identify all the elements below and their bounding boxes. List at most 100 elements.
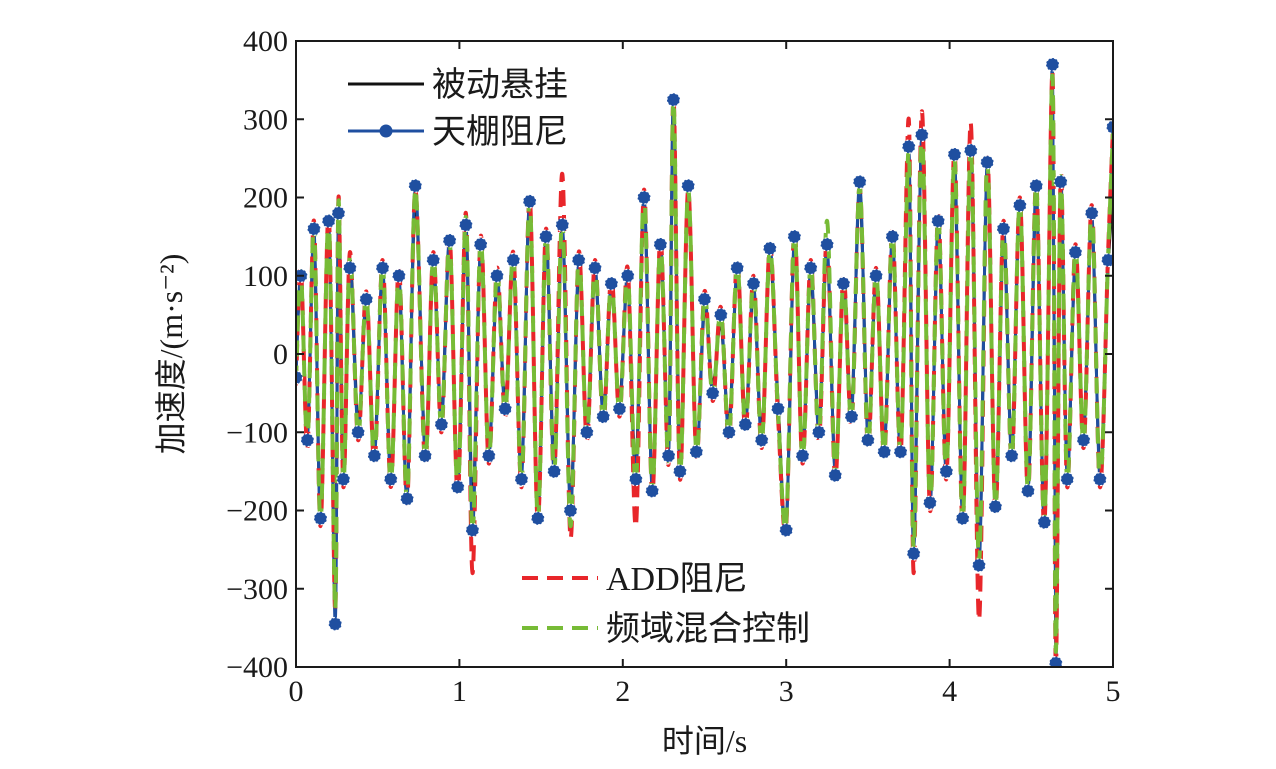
skyhook-marker <box>506 253 521 268</box>
skyhook-marker <box>868 268 884 283</box>
skyhook-marker <box>1100 253 1113 268</box>
skyhook-marker <box>408 178 423 193</box>
skyhook-marker <box>1053 174 1068 189</box>
skyhook-marker <box>980 155 995 170</box>
y-tick-label: −300 <box>226 573 288 606</box>
y-tick-label: −200 <box>226 495 288 528</box>
skyhook-marker <box>350 425 366 440</box>
skyhook-marker <box>931 213 946 229</box>
skyhook-marker <box>893 444 908 459</box>
skyhook-marker <box>906 546 921 561</box>
skyhook-marker <box>563 503 578 518</box>
skyhook-marker <box>860 432 876 448</box>
skyhook-marker <box>465 522 480 538</box>
skyhook-marker <box>481 448 496 463</box>
skyhook-marker <box>661 448 676 463</box>
skyhook-marker <box>547 464 562 479</box>
skyhook-marker <box>1084 206 1099 221</box>
skyhook-marker <box>514 472 529 487</box>
x-tick-label: 1 <box>452 675 467 708</box>
skyhook-marker <box>587 260 603 276</box>
y-tick-label: 100 <box>243 260 288 293</box>
x-tick-label: 2 <box>615 675 630 708</box>
y-tick-label: −100 <box>226 416 288 449</box>
skyhook-marker <box>1020 483 1036 499</box>
legend-entry: 天棚阻尼 <box>348 113 568 151</box>
legend-label: 天棚阻尼 <box>432 113 568 151</box>
skyhook-marker <box>844 409 859 424</box>
skyhook-marker <box>400 491 415 506</box>
skyhook-marker <box>914 127 929 142</box>
x-tick-label: 3 <box>779 675 794 708</box>
skyhook-marker <box>689 444 704 459</box>
marker-layer <box>296 57 1113 667</box>
skyhook-marker <box>328 616 343 632</box>
y-tick-label: 300 <box>243 103 288 136</box>
skyhook-marker <box>697 292 712 307</box>
skyhook-marker <box>367 448 382 463</box>
skyhook-marker <box>1029 178 1044 193</box>
skyhook-marker <box>730 260 745 276</box>
skyhook-marker <box>645 483 660 499</box>
skyhook-marker <box>754 432 769 448</box>
skyhook-marker <box>450 479 465 495</box>
skyhook-marker <box>1004 448 1019 463</box>
skyhook-marker <box>746 276 761 291</box>
skyhook-marker <box>628 472 643 487</box>
skyhook-marker <box>426 253 441 268</box>
skyhook-marker <box>1068 245 1083 260</box>
legend-label: 频域混合控制 <box>606 610 810 648</box>
skyhook-marker <box>331 206 346 221</box>
legend-label: 被动悬挂 <box>432 66 568 104</box>
skyhook-marker <box>795 448 810 463</box>
skyhook-marker <box>620 268 635 283</box>
skyhook-marker <box>555 217 570 232</box>
skyhook-marker <box>1076 432 1091 448</box>
skyhook-marker <box>522 194 537 209</box>
skyhook-marker <box>571 253 586 268</box>
y-tick-label: −400 <box>226 651 288 684</box>
skyhook-marker <box>901 139 916 154</box>
skyhook-marker <box>473 237 488 252</box>
skyhook-marker <box>738 417 753 432</box>
y-axis-label: 加速度/(m·s⁻²) <box>153 254 189 455</box>
skyhook-marker <box>417 448 433 463</box>
skyhook-marker <box>947 147 962 162</box>
skyhook-marker <box>963 143 978 158</box>
skyhook-marker <box>498 401 513 416</box>
skyhook-marker <box>375 260 390 276</box>
skyhook-marker <box>313 511 328 526</box>
skyhook-marker <box>530 511 545 526</box>
skyhook-marker <box>1060 472 1075 487</box>
skyhook-marker <box>458 217 474 232</box>
skyhook-marker <box>321 213 336 229</box>
skyhook-marker <box>762 241 777 256</box>
skyhook-marker <box>1037 515 1052 530</box>
legend-label: ADD阻尼 <box>606 561 748 598</box>
skyhook-marker <box>1045 57 1060 72</box>
skyhook-marker <box>306 221 322 236</box>
y-tick-label: 400 <box>243 25 288 58</box>
skyhook-marker <box>819 237 835 252</box>
skyhook-marker <box>636 190 652 205</box>
skyhook-marker <box>1092 472 1108 487</box>
skyhook-marker <box>596 409 611 424</box>
skyhook-marker <box>877 444 892 459</box>
ticks-layer: 0 1 2 3 4 5 400 300 200 100 0 −100 −200 −300 −400 <box>226 25 1120 708</box>
x-tick-label: 4 <box>942 675 957 708</box>
skyhook-marker <box>359 292 374 307</box>
x-tick-label: 5 <box>1106 675 1121 708</box>
skyhook-marker <box>579 425 594 440</box>
skyhook-marker <box>489 268 505 283</box>
skyhook-marker <box>434 417 449 432</box>
skyhook-marker <box>296 370 304 385</box>
legend-marker <box>379 124 393 138</box>
skyhook-marker <box>653 237 668 252</box>
skyhook-marker <box>836 276 851 291</box>
skyhook-marker <box>391 268 407 283</box>
skyhook-marker <box>988 499 1003 514</box>
skyhook-marker <box>955 511 970 526</box>
